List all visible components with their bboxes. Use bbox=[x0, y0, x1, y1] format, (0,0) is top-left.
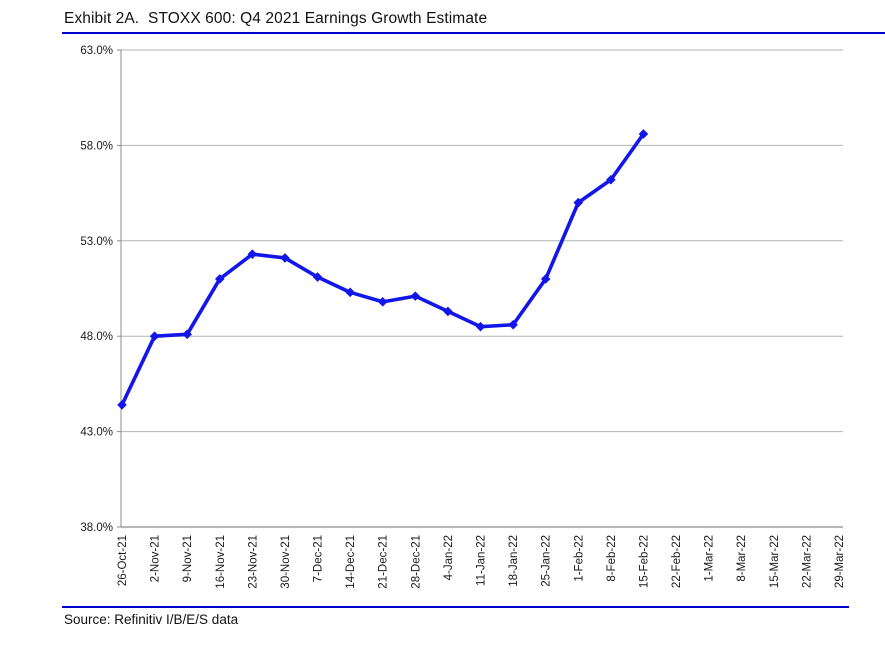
y-tick-label: 48.0% bbox=[80, 331, 113, 343]
x-tick-label: 1-Feb-22 bbox=[573, 535, 585, 582]
data-point-marker bbox=[377, 297, 388, 307]
x-tick-label: 2-Nov-21 bbox=[150, 535, 162, 582]
x-tick-label: 28-Dec-21 bbox=[410, 535, 422, 589]
x-tick-label: 15-Mar-22 bbox=[769, 535, 781, 588]
data-point-marker bbox=[606, 174, 616, 185]
y-tick-label: 53.0% bbox=[80, 236, 113, 248]
x-tick-label: 8-Mar-22 bbox=[736, 535, 748, 582]
data-point-marker bbox=[214, 274, 225, 284]
series-line bbox=[120, 132, 646, 407]
data-point-marker bbox=[312, 272, 323, 282]
x-tick-label: 9-Nov-21 bbox=[182, 535, 194, 582]
x-tick-label: 15-Feb-22 bbox=[638, 535, 650, 588]
x-tick-label: 30-Nov-21 bbox=[280, 535, 292, 589]
x-tick-label: 11-Jan-22 bbox=[476, 535, 488, 586]
x-tick-label: 22-Feb-22 bbox=[671, 535, 683, 588]
data-point-marker bbox=[149, 331, 160, 341]
footer-rule bbox=[62, 606, 849, 608]
x-tick-label: 7-Dec-21 bbox=[313, 535, 325, 582]
y-tick-label: 58.0% bbox=[80, 140, 113, 152]
x-tick-label: 29-Mar-22 bbox=[834, 535, 846, 588]
data-point-marker bbox=[638, 129, 649, 139]
line-chart: 38.0% 43.0% 48.0% 53.0% 58.0% 63.0% 26-Oct-21 2… bbox=[80, 45, 846, 589]
data-point-marker bbox=[443, 306, 453, 317]
x-tick-label: 8-Feb-22 bbox=[606, 535, 618, 582]
x-tick-label: 23-Nov-21 bbox=[247, 535, 259, 589]
source-attribution: Source: Refinitiv I/B/E/S data bbox=[64, 612, 239, 627]
x-tick-label: 25-Jan-22 bbox=[541, 535, 553, 587]
y-tick-label: 63.0% bbox=[80, 45, 113, 57]
data-point-marker bbox=[573, 197, 584, 208]
x-tick-label: 26-Oct-21 bbox=[117, 535, 129, 586]
data-point-marker bbox=[508, 319, 518, 330]
exhibit-title: Exhibit 2A. STOXX 600: Q4 2021 Earnings … bbox=[64, 10, 488, 27]
data-point-marker bbox=[182, 329, 192, 340]
data-point-marker bbox=[117, 400, 127, 410]
x-tick-label: 18-Jan-22 bbox=[508, 535, 520, 587]
data-point-marker bbox=[280, 253, 290, 263]
data-point-marker bbox=[540, 274, 551, 284]
x-tick-label: 1-Mar-22 bbox=[704, 535, 716, 582]
data-point-marker bbox=[247, 249, 258, 259]
x-tick-label: 14-Dec-21 bbox=[345, 535, 357, 589]
x-tick-label: 21-Dec-21 bbox=[378, 535, 390, 589]
title-underline-rule bbox=[62, 32, 885, 34]
y-tick-label: 43.0% bbox=[80, 427, 113, 439]
data-point-marker bbox=[345, 287, 355, 298]
x-tick-label: 22-Mar-22 bbox=[801, 535, 813, 588]
x-tick-label: 4-Jan-22 bbox=[443, 535, 455, 580]
data-point-marker bbox=[475, 321, 486, 332]
data-point-marker bbox=[410, 291, 421, 301]
x-tick-label: 16-Nov-21 bbox=[215, 535, 227, 589]
y-tick-label: 38.0% bbox=[80, 522, 113, 534]
